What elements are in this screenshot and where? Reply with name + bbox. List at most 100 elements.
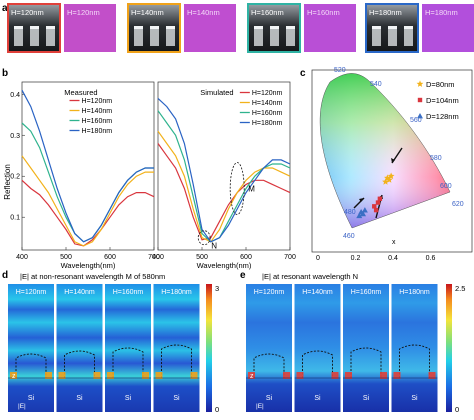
d-z-axis-label: z <box>12 373 16 380</box>
sem-pillar-top <box>150 26 159 29</box>
x-tick-label: 700 <box>284 254 296 261</box>
cie-locus-label: 540 <box>370 81 382 88</box>
d-map-label-4: H=180nm <box>161 289 192 296</box>
d-pillar-outline <box>15 353 47 378</box>
panel-label-a: a <box>2 3 8 14</box>
y-tick-label: 0.2 <box>10 174 20 181</box>
y-tick-label: 0.1 <box>10 215 20 222</box>
color-swatch-1 <box>64 4 116 52</box>
marker-star <box>384 174 391 181</box>
sem-pillar-top <box>404 26 413 29</box>
x-tick-label: 400 <box>152 254 164 261</box>
d-hotspot-left <box>10 372 17 379</box>
sem-pillar <box>46 26 55 46</box>
d-hotspot-right <box>93 372 101 379</box>
panel-a: a H=120nm H=120nm H=140nm H=140nm H=160nm H=1… <box>2 3 474 53</box>
arrow-d128-head <box>359 198 364 202</box>
marker-star <box>416 80 424 87</box>
cie-x-tick-label: 0 <box>316 255 320 262</box>
sem-pillar-top <box>166 26 175 29</box>
e-substrate-label: Si <box>314 395 321 402</box>
legend-entry: H=140nm <box>252 100 283 107</box>
d-map-label-2: H=140nm <box>64 289 95 296</box>
d-hotspot-right <box>142 372 149 379</box>
sem-pillar <box>150 26 159 46</box>
plot-frame-1 <box>157 81 291 251</box>
annotation-m: M <box>248 185 255 194</box>
marker-triangle <box>360 210 366 217</box>
marker-square <box>372 204 377 209</box>
x-axis-label-0: Wavelength(nm) <box>61 261 116 270</box>
panel-e: e |E| at resonant wavelength N H=120nm Si… <box>240 270 465 414</box>
e-map-label-1: H=120nm <box>254 289 285 296</box>
sem-pillar <box>166 26 175 46</box>
e-substrate-label: Si <box>266 395 273 402</box>
e-map-label-2: H=140nm <box>302 289 333 296</box>
panel-label-d: d <box>2 270 8 281</box>
cie-locus-label: 560 <box>410 117 422 124</box>
cie-locus-outline <box>319 73 451 229</box>
marker-star <box>385 176 393 183</box>
sem-pillar-top <box>14 26 23 29</box>
x-tick-label: 600 <box>104 254 116 261</box>
e-colorbar-max: 2.5 <box>455 284 465 293</box>
e-field-label: |E| <box>256 403 264 410</box>
sem-pillar-top <box>286 26 295 29</box>
e-colorbar <box>446 284 452 412</box>
legend-entry: H=140nm <box>82 108 113 115</box>
y-axis-label-reflection: Reflection <box>3 164 12 200</box>
x-axis-label-1: Wavelength(nm) <box>197 261 252 270</box>
marker-star <box>387 172 395 179</box>
marker-triangle <box>356 212 363 219</box>
series-line-H=120nm <box>157 143 291 241</box>
legend-entry: H=120nm <box>252 90 283 97</box>
swatch-label-1: H=120nm <box>67 8 100 17</box>
marker-square <box>377 196 383 201</box>
e-map-label-3: H=160nm <box>351 289 382 296</box>
d-pillar-outline <box>161 344 192 378</box>
x-tick-label: 700 <box>148 254 160 261</box>
cie-locus-label: 580 <box>430 155 442 162</box>
d-map-label-1: H=120nm <box>16 289 47 296</box>
swatch-label-3: H=160nm <box>307 8 340 17</box>
d-field-label: |E| <box>18 403 26 410</box>
chart-subtitle-0: Measured <box>64 88 97 97</box>
sem-pillar <box>404 26 413 46</box>
marker-square <box>375 200 381 205</box>
d-hotspot-left <box>107 372 114 379</box>
e-hotspot-left <box>345 372 352 379</box>
d-hotspot-right <box>190 372 198 379</box>
chart-subtitle-1: Simulated <box>200 88 233 97</box>
x-tick-label: 500 <box>196 254 208 261</box>
cie-locus-label: 520 <box>334 67 346 74</box>
d-substrate-label: Si <box>125 395 132 402</box>
sem-label-4: H=180nm <box>369 8 402 17</box>
marker-star <box>382 178 389 185</box>
e-hotspot-right <box>331 372 339 379</box>
legend-entry: H=120nm <box>82 98 113 105</box>
d-hotspot-left <box>58 372 66 379</box>
sem-label-3: H=160nm <box>251 8 284 17</box>
cie-x-tick-label: 0.4 <box>388 255 398 262</box>
arrow-d80-head <box>391 158 395 163</box>
panel-c: c x 0 0.2 0.4 0.6 460 480 520 540 560 580 600 620 D=… <box>300 67 473 262</box>
x-tick-label: 400 <box>16 254 28 261</box>
y-tick-label: 0.3 <box>10 133 20 140</box>
marker-square <box>373 207 379 213</box>
sem-pillar-top <box>30 26 39 29</box>
e-hotspot-left <box>393 372 401 379</box>
d-substrate-label: Si <box>28 395 35 402</box>
e-field-map-2 <box>294 284 341 412</box>
e-map-label-4: H=180nm <box>399 289 430 296</box>
e-field-map-1 <box>246 284 292 412</box>
marker-triangle <box>361 207 368 213</box>
legend-entry: H=180nm <box>82 128 113 135</box>
sem-label-1: H=120nm <box>11 8 44 17</box>
y-tick-label: 0.4 <box>10 92 20 99</box>
d-field-map-2 <box>56 284 103 412</box>
sem-pillar-top <box>388 26 397 29</box>
d-field-map-4 <box>153 284 200 412</box>
d-colorbar-min: 0 <box>215 405 219 414</box>
cie-x-tick-label: 0.2 <box>351 255 361 262</box>
swatch-label-4: H=180nm <box>425 8 458 17</box>
